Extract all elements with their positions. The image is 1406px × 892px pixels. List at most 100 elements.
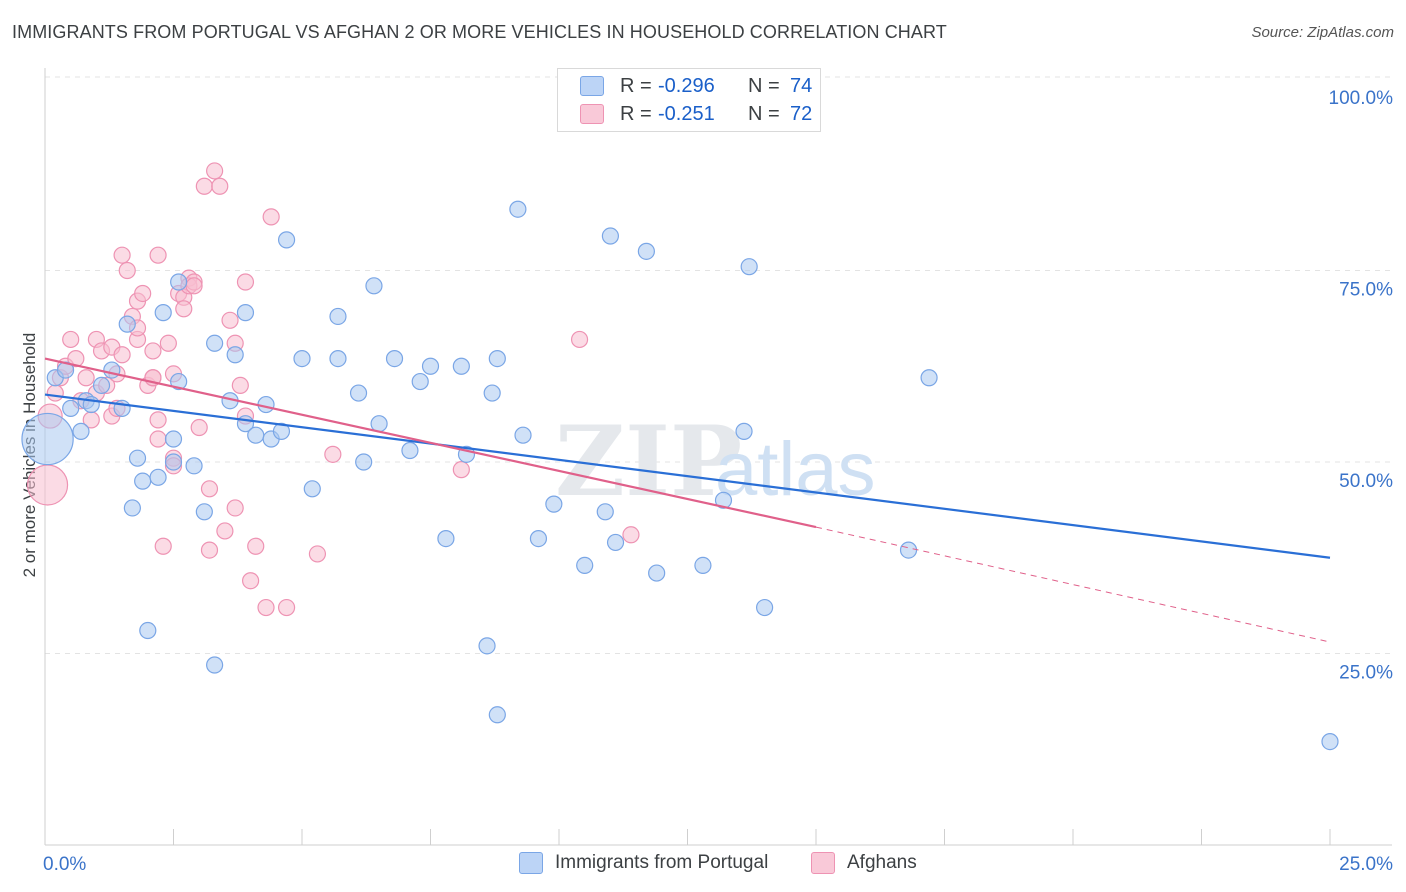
data-point-portugal — [247, 426, 265, 444]
data-point-afghans — [262, 208, 280, 226]
data-point-portugal — [637, 242, 655, 260]
legend-item-portugal: Immigrants from Portugal — [519, 852, 768, 874]
data-point-portugal — [303, 480, 321, 498]
data-point-afghans — [200, 541, 219, 559]
data-point-portugal — [170, 372, 188, 391]
data-point-afghans — [308, 545, 327, 563]
data-point-portugal — [164, 430, 183, 448]
x-tick-label: 0.0% — [43, 854, 86, 875]
legend-item-afghans: Afghans — [811, 852, 917, 874]
data-point-afghans — [452, 461, 470, 479]
data-point-portugal — [452, 357, 470, 375]
n-value: 72 — [790, 102, 813, 125]
data-point-afghans — [62, 330, 80, 349]
data-point-afghans — [159, 334, 177, 352]
data-point-portugal — [421, 357, 440, 375]
data-point-portugal — [329, 349, 347, 368]
data-point-afghans — [195, 177, 213, 195]
data-point-portugal — [576, 556, 594, 575]
data-point-portugal — [206, 334, 224, 352]
data-point-afghans — [277, 598, 296, 617]
stats-legend-row-portugal: R = -0.296 N = 74 — [580, 73, 812, 99]
legend-label-portugal: Immigrants from Portugal — [555, 852, 769, 873]
gridlines — [45, 76, 1392, 654]
data-point-portugal — [185, 457, 203, 475]
data-point-portugal — [606, 533, 625, 552]
data-point-portugal — [437, 529, 455, 548]
data-point-portugal — [118, 315, 136, 333]
data-point-afghans — [226, 499, 244, 517]
data-point-portugal — [514, 426, 532, 444]
r-label: R = — [620, 74, 652, 97]
data-point-afghans — [113, 346, 131, 364]
data-point-portugal — [154, 304, 172, 322]
data-point-portugal — [277, 231, 296, 249]
data-point-portugal — [735, 422, 753, 440]
data-point-portugal — [509, 200, 527, 218]
trend-line-afghans — [44, 357, 817, 529]
data-point-portugal — [545, 495, 563, 513]
data-point-portugal — [411, 372, 429, 391]
data-point-portugal — [103, 361, 121, 379]
data-point-portugal — [92, 376, 111, 394]
data-point-afghans — [77, 369, 95, 387]
data-point-portugal — [483, 384, 501, 402]
y-tick-label: 50.0% — [1339, 471, 1393, 492]
data-point-portugal — [401, 441, 419, 460]
data-point-afghans — [257, 598, 275, 617]
data-point-afghans — [221, 311, 239, 329]
data-point-portugal — [694, 556, 712, 575]
stats-legend: R = -0.296 N = 74 R = -0.251 N = 72 — [557, 68, 821, 132]
data-point-afghans — [185, 277, 203, 295]
trend-line-afghans-extension — [815, 526, 1331, 643]
trend-lines — [44, 357, 1331, 643]
data-point-portugal — [488, 706, 506, 724]
data-point-afghans — [570, 330, 589, 349]
r-value: -0.296 — [658, 74, 715, 97]
chart-title: IMMIGRANTS FROM PORTUGAL VS AFGHAN 2 OR … — [12, 22, 947, 42]
r-label: R = — [620, 102, 652, 125]
watermark-atlas: atlas — [715, 427, 876, 512]
data-point-portugal — [128, 449, 147, 467]
series-afghans — [26, 162, 640, 617]
data-point-afghans — [67, 349, 85, 368]
data-point-afghans — [46, 384, 64, 402]
data-point-portugal — [329, 307, 347, 326]
x-tick-label: 25.0% — [1339, 854, 1393, 875]
data-point-portugal — [206, 656, 224, 674]
data-point-afghans — [206, 162, 224, 180]
stats-legend-row-afghans: R = -0.251 N = 72 — [580, 101, 812, 127]
data-point-portugal — [134, 472, 152, 490]
data-point-afghans — [134, 284, 152, 303]
data-point-portugal — [21, 412, 74, 466]
data-point-portugal — [226, 346, 244, 364]
data-point-portugal — [596, 503, 614, 521]
data-point-afghans — [236, 273, 255, 291]
data-point-afghans — [113, 246, 131, 264]
data-point-portugal — [899, 541, 918, 559]
data-point-afghans — [231, 376, 249, 394]
data-point-portugal — [355, 453, 373, 471]
data-point-afghans — [211, 177, 229, 195]
data-point-afghans — [118, 261, 136, 280]
data-point-afghans — [144, 342, 162, 360]
data-point-afghans — [324, 445, 342, 463]
data-point-portugal — [149, 468, 167, 486]
data-point-afghans — [26, 464, 69, 506]
data-point-portugal — [123, 499, 141, 517]
data-point-portugal — [478, 637, 496, 655]
data-point-portugal — [648, 564, 666, 582]
watermark-zip: ZIP — [555, 405, 742, 518]
data-point-portugal — [385, 349, 404, 368]
data-point-portugal — [62, 399, 80, 417]
data-point-portugal — [272, 422, 291, 440]
data-point-portugal — [488, 349, 506, 368]
watermark: ZIP atlas — [555, 405, 876, 518]
data-point-afghans — [216, 522, 234, 540]
legend-label-afghans: Afghans — [847, 852, 917, 873]
data-point-portugal — [195, 503, 213, 521]
data-point-portugal — [601, 227, 620, 245]
data-point-afghans — [622, 526, 640, 544]
data-point-portugal — [1321, 732, 1339, 751]
legend-swatch-afghans — [580, 104, 604, 124]
